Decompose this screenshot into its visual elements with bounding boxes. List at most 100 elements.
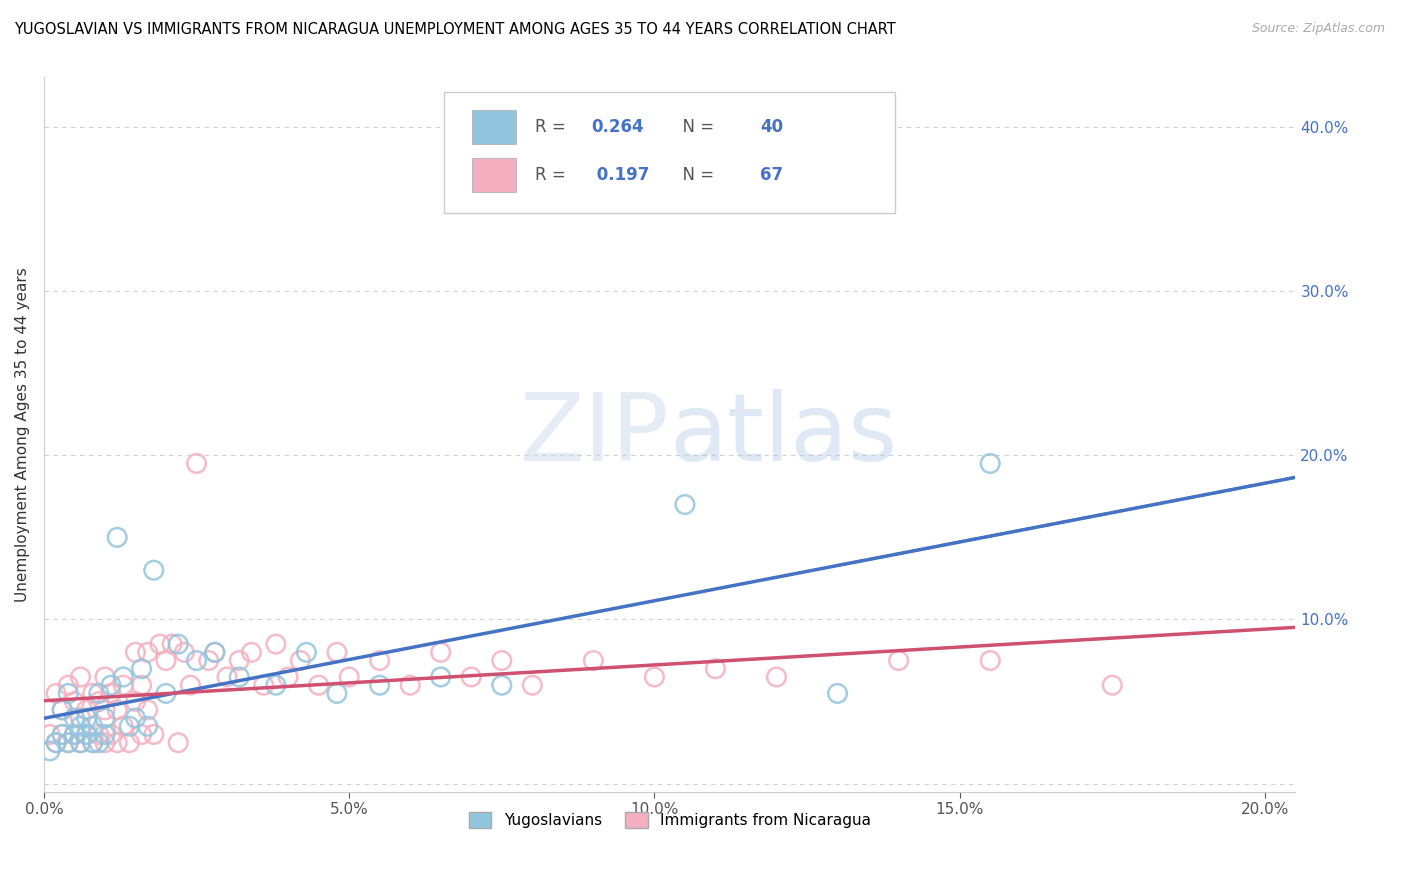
Point bbox=[76, 727, 98, 741]
Point bbox=[368, 678, 391, 692]
Point bbox=[118, 719, 141, 733]
Point bbox=[522, 678, 544, 692]
Point bbox=[167, 736, 190, 750]
Point bbox=[69, 736, 91, 750]
Point bbox=[155, 654, 177, 668]
Point bbox=[112, 678, 135, 692]
Point bbox=[118, 736, 141, 750]
Point bbox=[326, 645, 349, 659]
Text: R =: R = bbox=[534, 166, 571, 184]
Point bbox=[58, 686, 80, 700]
Text: ZIP: ZIP bbox=[520, 389, 669, 481]
Point bbox=[204, 645, 226, 659]
Point bbox=[155, 686, 177, 700]
Point bbox=[105, 736, 128, 750]
Text: YUGOSLAVIAN VS IMMIGRANTS FROM NICARAGUA UNEMPLOYMENT AMONG AGES 35 TO 44 YEARS : YUGOSLAVIAN VS IMMIGRANTS FROM NICARAGUA… bbox=[14, 22, 896, 37]
Point bbox=[228, 670, 250, 684]
Point bbox=[131, 662, 153, 676]
Point bbox=[290, 654, 312, 668]
Point bbox=[82, 736, 104, 750]
Text: R =: R = bbox=[534, 118, 571, 136]
Point bbox=[308, 678, 330, 692]
Point bbox=[58, 678, 80, 692]
Point bbox=[197, 654, 219, 668]
Point bbox=[673, 498, 696, 512]
Text: 40: 40 bbox=[759, 118, 783, 136]
Point bbox=[142, 727, 165, 741]
Text: Source: ZipAtlas.com: Source: ZipAtlas.com bbox=[1251, 22, 1385, 36]
Point bbox=[136, 719, 159, 733]
Point bbox=[94, 727, 117, 741]
Y-axis label: Unemployment Among Ages 35 to 44 years: Unemployment Among Ages 35 to 44 years bbox=[15, 268, 30, 602]
Point bbox=[76, 703, 98, 717]
Point bbox=[87, 727, 110, 741]
Point bbox=[979, 654, 1001, 668]
Point bbox=[582, 654, 605, 668]
Point bbox=[326, 686, 349, 700]
Point bbox=[58, 736, 80, 750]
Point bbox=[63, 727, 86, 741]
Point bbox=[264, 678, 287, 692]
Point bbox=[160, 637, 183, 651]
Point bbox=[51, 703, 73, 717]
Text: N =: N = bbox=[672, 166, 720, 184]
Point bbox=[105, 530, 128, 544]
Point bbox=[76, 711, 98, 725]
Point bbox=[186, 654, 208, 668]
Point bbox=[491, 678, 513, 692]
Point bbox=[429, 670, 451, 684]
Point bbox=[94, 736, 117, 750]
Point bbox=[82, 736, 104, 750]
Text: atlas: atlas bbox=[669, 389, 898, 481]
Point bbox=[337, 670, 360, 684]
Point bbox=[295, 645, 318, 659]
Point bbox=[94, 670, 117, 684]
Point bbox=[827, 686, 849, 700]
Point bbox=[69, 736, 91, 750]
Point bbox=[100, 686, 122, 700]
Point bbox=[39, 727, 62, 741]
Point bbox=[136, 703, 159, 717]
Point bbox=[979, 457, 1001, 471]
Point bbox=[491, 654, 513, 668]
Point bbox=[131, 727, 153, 741]
Point bbox=[124, 645, 146, 659]
FancyBboxPatch shape bbox=[472, 110, 516, 144]
Point bbox=[87, 686, 110, 700]
Text: 0.197: 0.197 bbox=[591, 166, 650, 184]
Point bbox=[112, 719, 135, 733]
Point bbox=[131, 678, 153, 692]
Point bbox=[63, 727, 86, 741]
Point bbox=[63, 695, 86, 709]
Point bbox=[368, 654, 391, 668]
Point bbox=[94, 711, 117, 725]
Point bbox=[765, 670, 787, 684]
Text: 67: 67 bbox=[759, 166, 783, 184]
Point bbox=[82, 686, 104, 700]
Point bbox=[100, 678, 122, 692]
Point bbox=[69, 670, 91, 684]
Point bbox=[142, 563, 165, 577]
Point bbox=[643, 670, 665, 684]
Point bbox=[429, 645, 451, 659]
Point bbox=[887, 654, 910, 668]
FancyBboxPatch shape bbox=[444, 92, 896, 213]
Point bbox=[1101, 678, 1123, 692]
Point bbox=[179, 678, 201, 692]
Text: N =: N = bbox=[672, 118, 720, 136]
Point bbox=[94, 703, 117, 717]
Point bbox=[460, 670, 482, 684]
Point bbox=[105, 703, 128, 717]
Point bbox=[204, 645, 226, 659]
Point bbox=[240, 645, 263, 659]
Point bbox=[69, 719, 91, 733]
Point bbox=[215, 670, 238, 684]
Point bbox=[124, 695, 146, 709]
Point bbox=[399, 678, 422, 692]
Point bbox=[112, 670, 135, 684]
Point bbox=[173, 645, 195, 659]
Point bbox=[82, 719, 104, 733]
Point bbox=[228, 654, 250, 668]
Point bbox=[277, 670, 299, 684]
Point bbox=[69, 711, 91, 725]
